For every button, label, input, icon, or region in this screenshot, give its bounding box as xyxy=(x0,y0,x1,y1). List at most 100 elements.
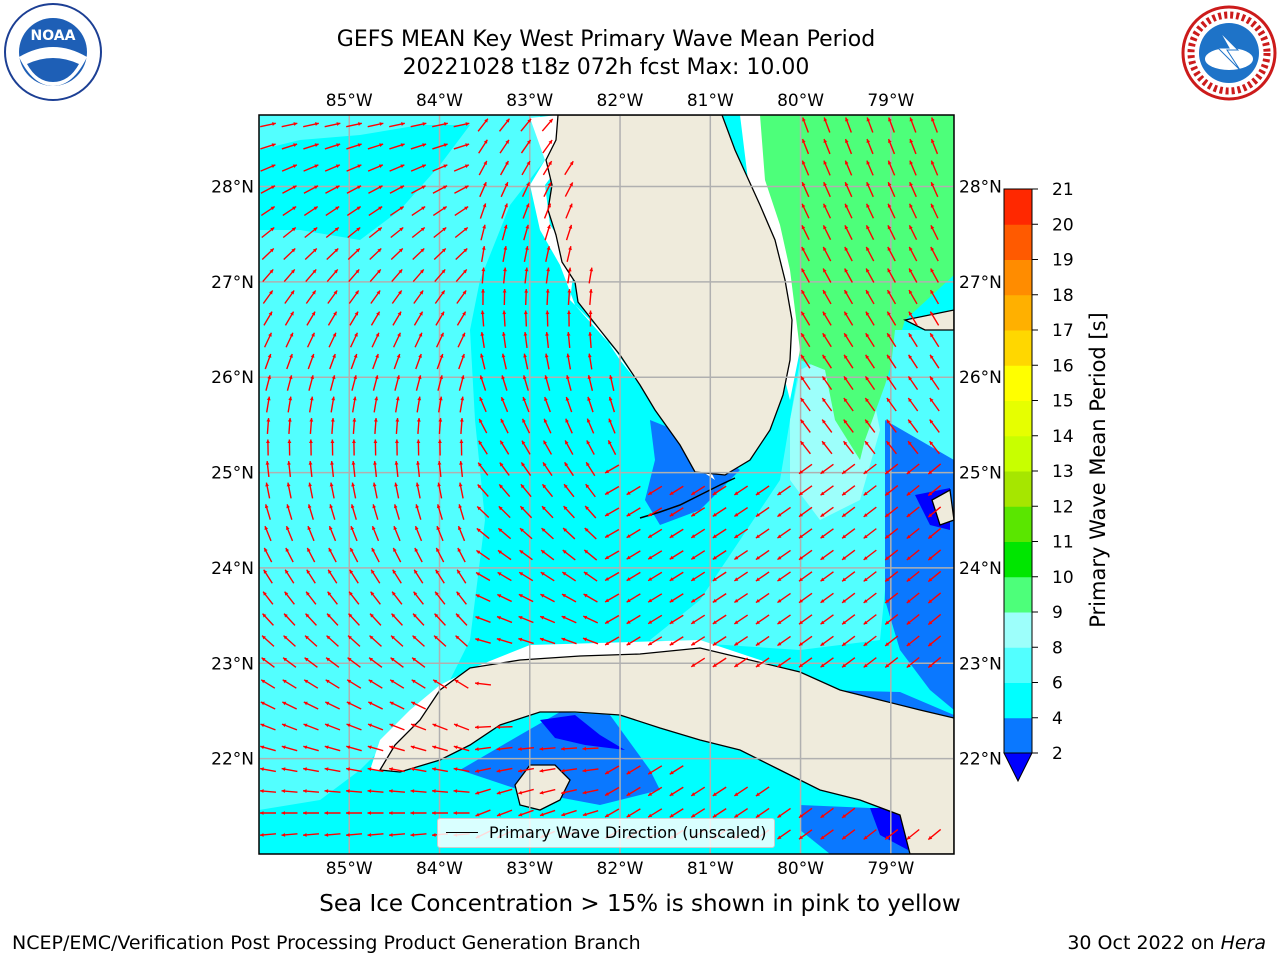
direction-arrow xyxy=(909,138,917,155)
direction-arrow xyxy=(501,203,508,219)
direction-arrow xyxy=(604,485,620,496)
direction-arrow xyxy=(884,614,899,625)
direction-arrow xyxy=(435,332,445,348)
direction-arrow xyxy=(777,807,791,819)
direction-arrow xyxy=(346,143,362,150)
direction-arrow xyxy=(582,746,599,751)
direction-arrow xyxy=(303,164,319,172)
direction-arrow xyxy=(841,635,856,647)
direction-arrow xyxy=(454,226,469,239)
direction-arrow xyxy=(929,440,940,455)
direction-arrow xyxy=(564,182,574,197)
direction-arrow xyxy=(907,397,919,412)
direction-arrow xyxy=(929,289,940,305)
direction-arrow xyxy=(259,833,277,837)
direction-arrow xyxy=(370,290,381,304)
direction-arrow xyxy=(281,164,298,172)
direction-arrow xyxy=(777,506,791,518)
direction-arrow xyxy=(801,225,810,240)
direction-arrow xyxy=(544,224,551,241)
direction-arrow xyxy=(431,811,449,815)
direction-arrow xyxy=(907,440,919,455)
coastal-mask-florida-west xyxy=(530,115,715,480)
direction-arrow xyxy=(281,723,298,731)
direction-arrow xyxy=(927,592,942,604)
direction-arrow xyxy=(415,375,422,391)
direction-arrow xyxy=(367,745,384,752)
direction-arrow xyxy=(325,206,340,216)
direction-arrow xyxy=(436,525,444,542)
direction-arrow xyxy=(800,289,811,305)
direction-arrow xyxy=(647,507,663,517)
colorbar-segment xyxy=(1004,541,1032,578)
direction-arrow xyxy=(346,164,362,172)
direction-arrow xyxy=(927,527,942,540)
direction-arrow xyxy=(733,786,749,797)
direction-arrow xyxy=(302,811,320,815)
florida-land xyxy=(545,115,793,476)
direction-arrow xyxy=(820,485,834,496)
direction-arrow xyxy=(262,613,274,626)
direction-arrow xyxy=(647,614,663,625)
direction-arrow xyxy=(865,311,875,326)
direction-arrow xyxy=(518,809,534,817)
direction-arrow xyxy=(886,440,897,455)
colorbar-tick-label: 10 xyxy=(1052,568,1074,588)
direction-arrow xyxy=(411,679,426,689)
direction-arrow xyxy=(367,789,384,794)
direction-arrow xyxy=(755,506,770,518)
direction-arrow xyxy=(433,635,447,647)
direction-arrow xyxy=(324,723,341,731)
direction-arrow xyxy=(266,439,270,456)
direction-arrow xyxy=(324,143,341,150)
direction-arrow xyxy=(518,767,534,773)
direction-arrow xyxy=(284,569,295,584)
direction-arrow xyxy=(563,505,575,519)
direction-arrow xyxy=(308,375,314,391)
chart-title: GEFS MEAN Key West Primary Wave Mean Per… xyxy=(336,27,876,52)
direction-arrow xyxy=(520,462,532,476)
direction-arrow xyxy=(287,460,292,478)
direction-arrow xyxy=(518,637,534,645)
direction-arrow xyxy=(474,681,492,686)
direction-arrow xyxy=(261,226,275,239)
direction-arrow xyxy=(798,506,813,518)
direction-arrow xyxy=(480,224,486,241)
direction-arrow xyxy=(841,571,856,582)
direction-arrow xyxy=(411,226,426,239)
direction-arrow xyxy=(303,206,319,216)
direction-arrow xyxy=(410,789,427,794)
direction-arrow xyxy=(820,463,834,475)
direction-arrow xyxy=(541,505,554,519)
direction-arrow xyxy=(351,482,357,499)
direction-arrow xyxy=(733,528,749,539)
direction-arrow xyxy=(303,679,319,689)
direction-arrow xyxy=(480,353,486,370)
direction-arrow xyxy=(500,181,509,198)
direction-arrow xyxy=(352,417,357,435)
direction-arrow xyxy=(264,525,272,542)
direction-arrow xyxy=(626,636,641,646)
direction-arrow xyxy=(566,246,572,262)
direction-arrow xyxy=(350,353,358,370)
direction-arrow xyxy=(498,483,511,498)
direction-arrow xyxy=(435,569,445,584)
direction-arrow xyxy=(523,310,528,327)
direction-arrow xyxy=(690,507,706,517)
direction-arrow xyxy=(415,482,421,499)
period-region-6-8-gulf xyxy=(259,115,545,810)
direction-arrow xyxy=(733,506,749,518)
direction-arrow xyxy=(346,723,362,731)
direction-arrow xyxy=(326,635,339,647)
direction-arrow xyxy=(733,657,749,668)
direction-arrow xyxy=(884,635,899,647)
direction-arrow xyxy=(690,614,706,625)
direction-arrow xyxy=(304,657,318,668)
direction-arrow xyxy=(844,246,853,262)
direction-arrow xyxy=(350,504,357,520)
direction-arrow xyxy=(324,811,341,815)
direction-arrow xyxy=(586,440,595,455)
direction-arrow xyxy=(388,833,406,837)
direction-arrow xyxy=(345,833,363,837)
direction-arrow xyxy=(390,226,404,239)
